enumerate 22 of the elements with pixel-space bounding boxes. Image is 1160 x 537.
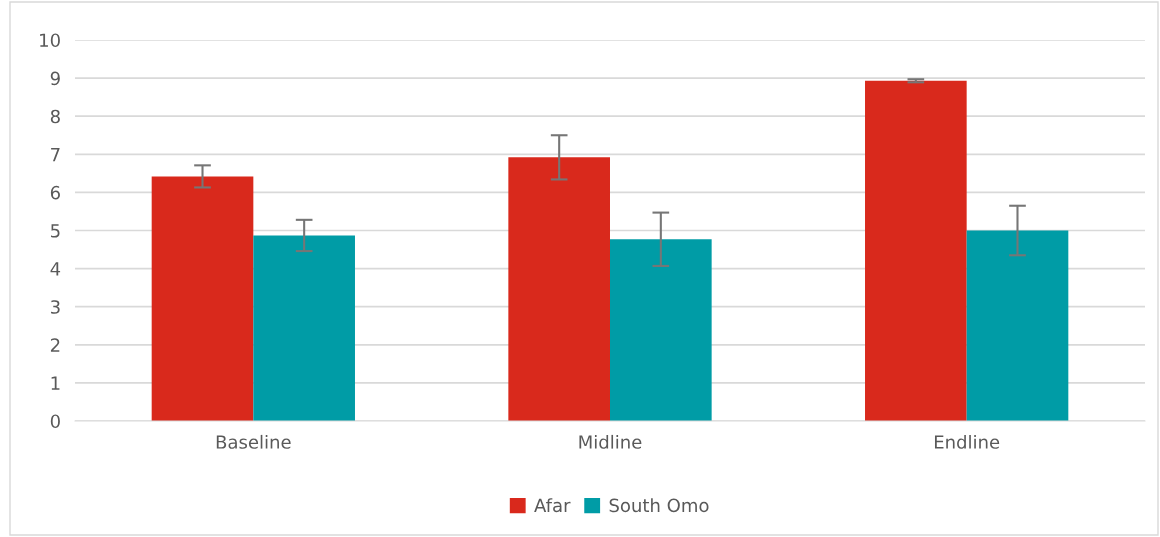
y-tick-label: 0 [50, 414, 60, 429]
y-tick-label: 8 [50, 109, 60, 124]
bar [966, 230, 1069, 421]
y-tick-label: 3 [51, 300, 60, 314]
y-tick-label: 7 [51, 148, 60, 162]
bar [508, 157, 610, 421]
y-tick-label: 1 [51, 376, 60, 390]
bar [610, 239, 712, 421]
y-tick-label: 2 [50, 338, 60, 352]
legend-label: Afar [534, 498, 571, 513]
legend-label: South Omo [609, 498, 709, 513]
x-tick-label: Endline [934, 434, 1000, 449]
bar [253, 235, 355, 421]
y-tick-label: 4 [50, 262, 61, 276]
x-tick-label: Midline [579, 434, 642, 449]
bar [865, 80, 967, 421]
y-tick-label: 9 [50, 71, 60, 86]
y-tick-label: 10 [40, 33, 60, 48]
y-tick-label: 6 [50, 185, 60, 200]
x-tick-label: Baseline [216, 434, 291, 449]
bar [151, 176, 254, 421]
y-tick-label: 5 [51, 224, 60, 238]
